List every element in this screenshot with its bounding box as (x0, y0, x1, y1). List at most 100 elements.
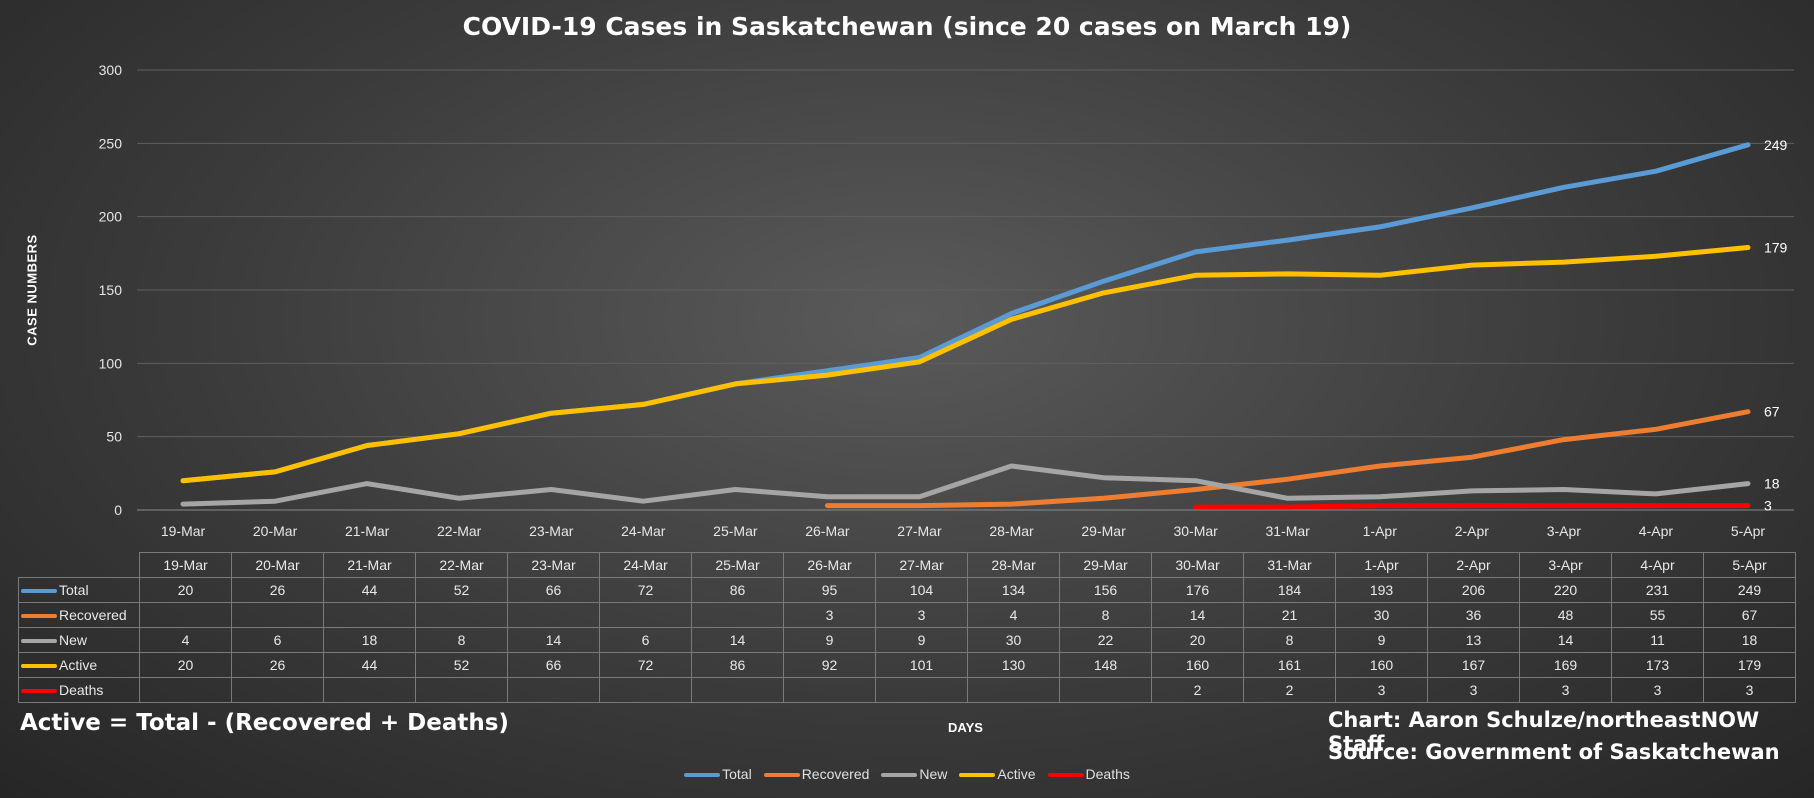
table-cell: 4 (139, 627, 232, 653)
table-cell (599, 677, 692, 703)
table-cell (1059, 677, 1152, 703)
table-cell (231, 602, 324, 628)
line-chart: 0 50 100 150 200 250 300 19-Mar 20-Mar 21-Mar 22-M… (99, 62, 1794, 539)
legend-swatch (881, 773, 918, 778)
x-tick-label: 21-Mar (345, 523, 390, 539)
chart-title: COVID-19 Cases in Saskatchewan (since 20… (462, 12, 1352, 41)
table-cell (783, 677, 876, 703)
table-corner (19, 553, 140, 578)
table-column-header: 25-Mar (691, 552, 784, 578)
table-cell: 66 (507, 652, 600, 678)
table-cell: 3 (1703, 677, 1796, 703)
series-swatch (21, 614, 57, 619)
table-cell: 184 (1243, 577, 1336, 603)
table-cell: 3 (783, 602, 876, 628)
table-cell: 11 (1611, 627, 1704, 653)
table-cell: 18 (1703, 627, 1796, 653)
table-cell (691, 602, 784, 628)
chart-credit: Chart: Aaron Schulze/northeastNOW Staff (1328, 708, 1760, 756)
legend-label: Active (997, 766, 1036, 782)
table-header-row: 19-Mar 20-Mar 21-Mar 22-Mar 23-Mar 24-Mar 25-M… (19, 552, 1796, 578)
y-tick-label: 250 (99, 135, 123, 151)
table-column-header: 29-Mar (1059, 552, 1152, 578)
table-cell: 67 (1703, 602, 1796, 628)
series-line-new (180, 463, 1751, 507)
table-cell: 3 (1519, 677, 1612, 703)
table-row: Deaths 2 2 3 3 3 3 3 (18, 677, 1796, 703)
legend-item-total: Total (684, 766, 752, 782)
table-cell: 22 (1059, 627, 1152, 653)
series-swatch (21, 639, 57, 644)
y-tick-label: 300 (99, 62, 123, 78)
legend-label: Recovered (801, 766, 870, 782)
table-cell: 167 (1427, 652, 1520, 678)
active-formula-note: Active = Total - (Recovered + Deaths) (20, 710, 509, 736)
legend-label: Total (722, 766, 752, 782)
table-cell: 52 (415, 577, 508, 603)
table-column-header: 30-Mar (1151, 552, 1244, 578)
table-cell: 52 (415, 652, 508, 678)
table-row-label: Active (59, 657, 98, 673)
table-row-label: Total (59, 582, 89, 598)
table-column-header: 22-Mar (415, 552, 508, 578)
table-cell (875, 677, 968, 703)
table-row-header: Total (18, 577, 140, 603)
y-axis-label: CASE NUMBERS (24, 234, 40, 346)
table-column-header: 31-Mar (1243, 552, 1336, 578)
table-column-header: 23-Mar (507, 552, 600, 578)
table-column-header: 21-Mar (323, 552, 416, 578)
x-tick-label: 31-Mar (1266, 523, 1311, 539)
x-tick-label: 26-Mar (805, 523, 850, 539)
table-column-header: 1-Apr (1335, 552, 1428, 578)
series-line-recovered (824, 409, 1751, 509)
table-column-header: 20-Mar (231, 552, 324, 578)
table-row-label: Deaths (59, 682, 104, 698)
table-cell (507, 677, 600, 703)
table-cell: 2 (1243, 677, 1336, 703)
table-column-header: 24-Mar (599, 552, 692, 578)
y-tick-label: 100 (99, 355, 123, 371)
x-tick-label: 25-Mar (713, 523, 758, 539)
series-line-active (180, 245, 1751, 484)
legend-swatch (763, 773, 800, 778)
table-cell: 26 (231, 652, 324, 678)
table-column-header: 2-Apr (1427, 552, 1520, 578)
x-tick-label: 28-Mar (989, 523, 1034, 539)
table-column-header: 4-Apr (1611, 552, 1704, 578)
legend-label: New (919, 766, 948, 782)
table-cell: 160 (1151, 652, 1244, 678)
table-cell: 176 (1151, 577, 1244, 603)
table-cell: 20 (139, 652, 232, 678)
table-cell: 14 (1519, 627, 1612, 653)
table-column-header: 26-Mar (783, 552, 876, 578)
table-row: New 4 6 18 8 14 6 14 9 9 30 22 20 8 9 13 14 11 18 (18, 627, 1796, 653)
table-column-header: 28-Mar (967, 552, 1060, 578)
series-swatch (21, 589, 57, 594)
table-cell (967, 677, 1060, 703)
table-cell: 3 (1611, 677, 1704, 703)
legend-item-active: Active (959, 766, 1036, 782)
table-cell: 9 (875, 627, 968, 653)
table-cell: 193 (1335, 577, 1428, 603)
table-cell: 169 (1519, 652, 1612, 678)
table-cell: 104 (875, 577, 968, 603)
table-column-header: 27-Mar (875, 552, 968, 578)
table-cell (323, 602, 416, 628)
table-cell: 6 (599, 627, 692, 653)
series-line-total (180, 142, 1751, 484)
table-column-header: 3-Apr (1519, 552, 1612, 578)
legend-swatch (959, 773, 996, 778)
table-cell: 30 (1335, 602, 1428, 628)
table-row-header: Deaths (18, 677, 140, 703)
x-tick-label: 29-Mar (1081, 523, 1126, 539)
table-cell: 44 (323, 652, 416, 678)
x-tick-label: 2-Apr (1455, 523, 1490, 539)
table-cell: 8 (1243, 627, 1336, 653)
table-cell: 130 (967, 652, 1060, 678)
table-cell (691, 677, 784, 703)
x-tick-label: 23-Mar (529, 523, 574, 539)
table-cell (507, 602, 600, 628)
table-cell: 249 (1703, 577, 1796, 603)
table-cell: 156 (1059, 577, 1152, 603)
x-tick-label: 3-Apr (1547, 523, 1582, 539)
